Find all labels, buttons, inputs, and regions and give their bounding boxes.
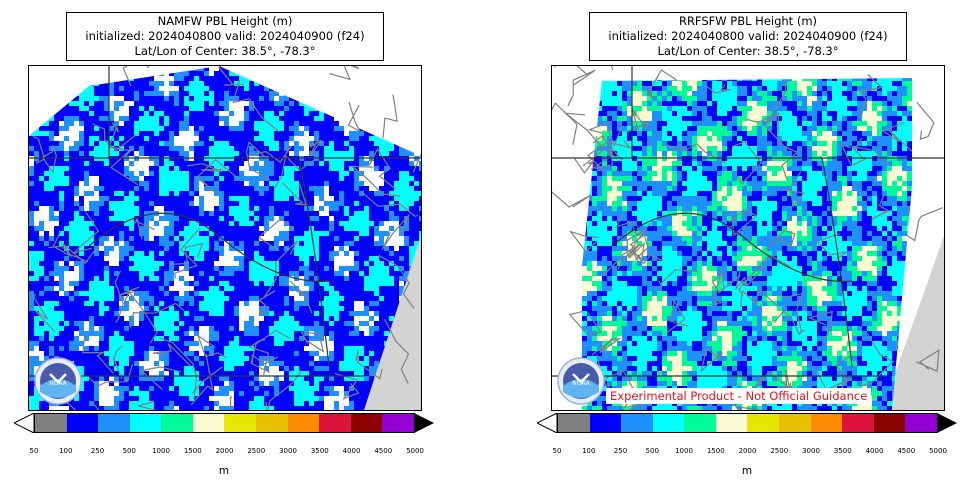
colorbar-tick-label: 100: [582, 447, 596, 455]
colorbar-cell: [382, 414, 414, 432]
disclaimer-label: Experimental Product - Not Official Guid…: [606, 388, 872, 404]
colorbar-cells: [34, 413, 415, 433]
colorbar-cell: [558, 414, 590, 432]
ocean-area: [882, 236, 944, 410]
colorbar-cell: [842, 414, 874, 432]
colorbar-tick-label: 500: [122, 447, 136, 455]
colorbar-cell: [873, 414, 906, 432]
pbl-map: NOAA Experimental Product - Not Official…: [551, 65, 945, 411]
colorbar-tick-label: 3000: [279, 447, 297, 455]
colorbar-tick-label: 1500: [183, 447, 202, 455]
map-canvas: [29, 66, 421, 410]
colorbar-over-arrow: [414, 413, 434, 433]
colorbar-tick-label: 4000: [865, 447, 884, 455]
colorbar-tick-label: 3000: [802, 447, 820, 455]
colorbar-cell: [161, 414, 193, 432]
title-line-center: Lat/Lon of Center: 38.5°, -78.3°: [134, 44, 316, 58]
colorbar: [537, 413, 957, 433]
colorbar: [14, 413, 434, 433]
colorbar-cell: [715, 414, 748, 432]
colorbar-tick-label: 50: [29, 447, 39, 455]
title-line-times: initialized: 2024040800 valid: 202404090…: [608, 29, 888, 43]
colorbar-cell: [747, 414, 780, 432]
colorbar-cell: [256, 414, 288, 432]
colorbar-unit-label: m: [741, 465, 753, 477]
colorbar-tick-label: 4500: [374, 447, 393, 455]
state-boundaries: [552, 66, 944, 377]
title-line-model: NAMFW PBL Height (m): [157, 14, 293, 28]
pbl-field: [29, 66, 421, 410]
colorbar-tick-label: 2000: [215, 447, 234, 455]
panel-title: RRFSFW PBL Height (m) initialized: 20240…: [589, 12, 907, 61]
county-boundaries: [552, 66, 943, 410]
state-boundaries: [29, 66, 421, 377]
noaa-logo-icon: NOAA: [33, 356, 83, 406]
colorbar-tick-label: 3500: [833, 447, 852, 455]
namfw-panel: NAMFW PBL Height (m) initialized: 202404…: [0, 0, 485, 493]
colorbar-tick-label: 1500: [706, 447, 725, 455]
rrfsfw-panel: RRFSFW PBL Height (m) initialized: 20240…: [523, 0, 971, 493]
colorbar-cell: [98, 414, 130, 432]
colorbar-tick-label: 2500: [247, 447, 266, 455]
colorbar-cell: [287, 414, 320, 432]
colorbar-tick-label: 50: [552, 447, 562, 455]
title-line-model: RRFSFW PBL Height (m): [678, 14, 818, 28]
logo-text: NOAA: [572, 380, 590, 387]
noaa-logo-icon: NOAA: [556, 356, 606, 406]
colorbar-tick-label: 5000: [929, 447, 947, 455]
colorbar-cell: [224, 414, 257, 432]
title-line-center: Lat/Lon of Center: 38.5°, -78.3°: [657, 44, 839, 58]
colorbar-tick-label: 3500: [310, 447, 329, 455]
colorbar-cell: [779, 414, 811, 432]
colorbar-cell: [589, 414, 622, 432]
colorbar-tick-label: 250: [90, 447, 105, 455]
colorbar-tick-label: 4000: [342, 447, 361, 455]
colorbar-tick-label: 500: [645, 447, 659, 455]
colorbar-cell: [319, 414, 351, 432]
colorbar-unit-label: m: [218, 465, 230, 477]
panel-title: NAMFW PBL Height (m) initialized: 202404…: [66, 12, 384, 61]
county-boundaries: [32, 66, 421, 410]
colorbar-cell: [129, 414, 162, 432]
colorbar-cell: [652, 414, 685, 432]
colorbar-cell: [192, 414, 225, 432]
colorbar-tick-label: 250: [613, 447, 628, 455]
colorbar-cells: [557, 413, 938, 433]
colorbar-cell: [684, 414, 716, 432]
colorbar-tick-label: 2500: [770, 447, 789, 455]
colorbar-over-arrow: [937, 413, 957, 433]
colorbar-tick-label: 4500: [897, 447, 916, 455]
colorbar-tick-label: 100: [59, 447, 73, 455]
colorbar-tick-label: 5000: [406, 447, 424, 455]
colorbar-tick-label: 2000: [738, 447, 757, 455]
colorbar-cell: [810, 414, 843, 432]
colorbar-tick-label: 1000: [152, 447, 170, 455]
logo-text: NOAA: [49, 380, 67, 387]
colorbar-cell: [66, 414, 99, 432]
colorbar-cell: [905, 414, 937, 432]
pbl-field: [582, 78, 912, 410]
pbl-map: NOAA: [28, 65, 422, 411]
colorbar-tick-label: 1000: [675, 447, 693, 455]
colorbar-under-arrow: [14, 413, 35, 433]
colorbar-cell: [621, 414, 653, 432]
title-line-times: initialized: 2024040800 valid: 202404090…: [85, 29, 365, 43]
colorbar-under-arrow: [537, 413, 558, 433]
map-canvas: [552, 66, 944, 410]
colorbar-cell: [35, 414, 67, 432]
colorbar-cell: [350, 414, 383, 432]
